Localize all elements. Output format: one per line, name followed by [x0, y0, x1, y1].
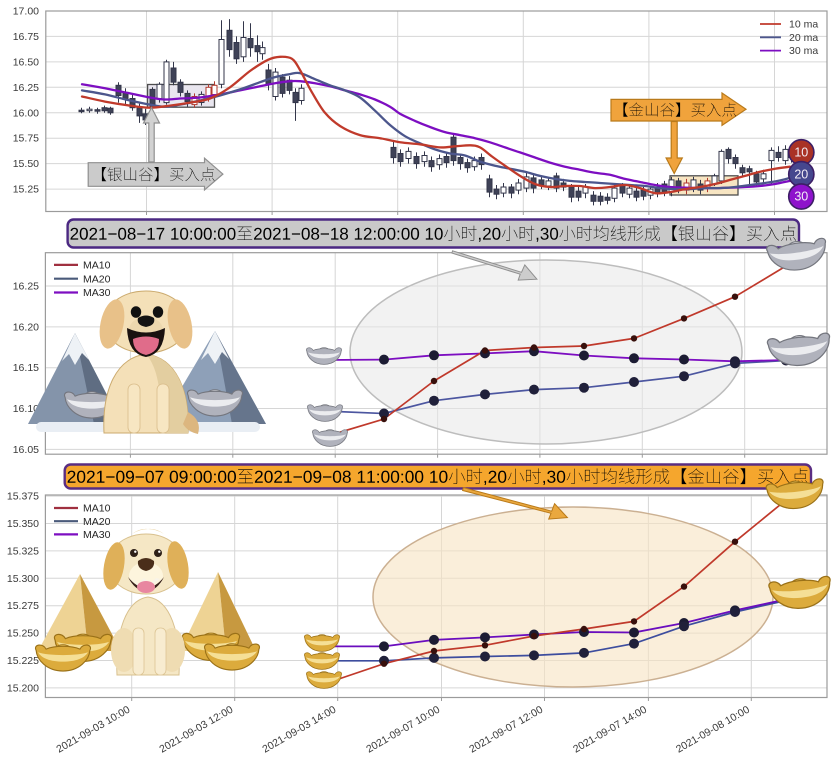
- svg-text:16.15: 16.15: [13, 362, 39, 374]
- svg-text:MA30: MA30: [83, 287, 111, 299]
- svg-text:20 ma: 20 ma: [789, 32, 818, 44]
- svg-text:15.225: 15.225: [7, 655, 39, 667]
- svg-text:10 ma: 10 ma: [789, 19, 818, 31]
- svg-text:15.375: 15.375: [7, 491, 39, 503]
- svg-text:20: 20: [794, 167, 808, 181]
- svg-text:15.350: 15.350: [7, 518, 39, 530]
- svg-text:16.25: 16.25: [13, 281, 39, 293]
- svg-text:MA20: MA20: [83, 516, 111, 528]
- svg-text:16.10: 16.10: [13, 403, 39, 415]
- svg-text:MA30: MA30: [83, 529, 111, 541]
- svg-text:15.25: 15.25: [13, 184, 39, 196]
- svg-text:16.00: 16.00: [13, 107, 39, 119]
- svg-text:16.05: 16.05: [13, 444, 39, 456]
- svg-text:MA20: MA20: [83, 273, 111, 285]
- svg-text:16.25: 16.25: [13, 82, 39, 94]
- svg-text:16.50: 16.50: [13, 56, 39, 68]
- svg-text:16.75: 16.75: [13, 31, 39, 43]
- svg-text:15.250: 15.250: [7, 628, 39, 640]
- svg-text:10: 10: [794, 146, 808, 160]
- svg-text:17.00: 17.00: [13, 6, 39, 18]
- svg-text:MA10: MA10: [83, 503, 111, 515]
- svg-text:15.75: 15.75: [13, 133, 39, 145]
- svg-text:30 ma: 30 ma: [789, 45, 818, 57]
- svg-text:16.20: 16.20: [13, 321, 39, 333]
- svg-text:15.200: 15.200: [7, 682, 39, 694]
- svg-text:15.325: 15.325: [7, 545, 39, 557]
- svg-text:15.275: 15.275: [7, 600, 39, 612]
- svg-text:30: 30: [794, 190, 808, 204]
- svg-text:MA10: MA10: [83, 260, 111, 272]
- svg-text:15.300: 15.300: [7, 573, 39, 585]
- svg-text:15.50: 15.50: [13, 158, 39, 170]
